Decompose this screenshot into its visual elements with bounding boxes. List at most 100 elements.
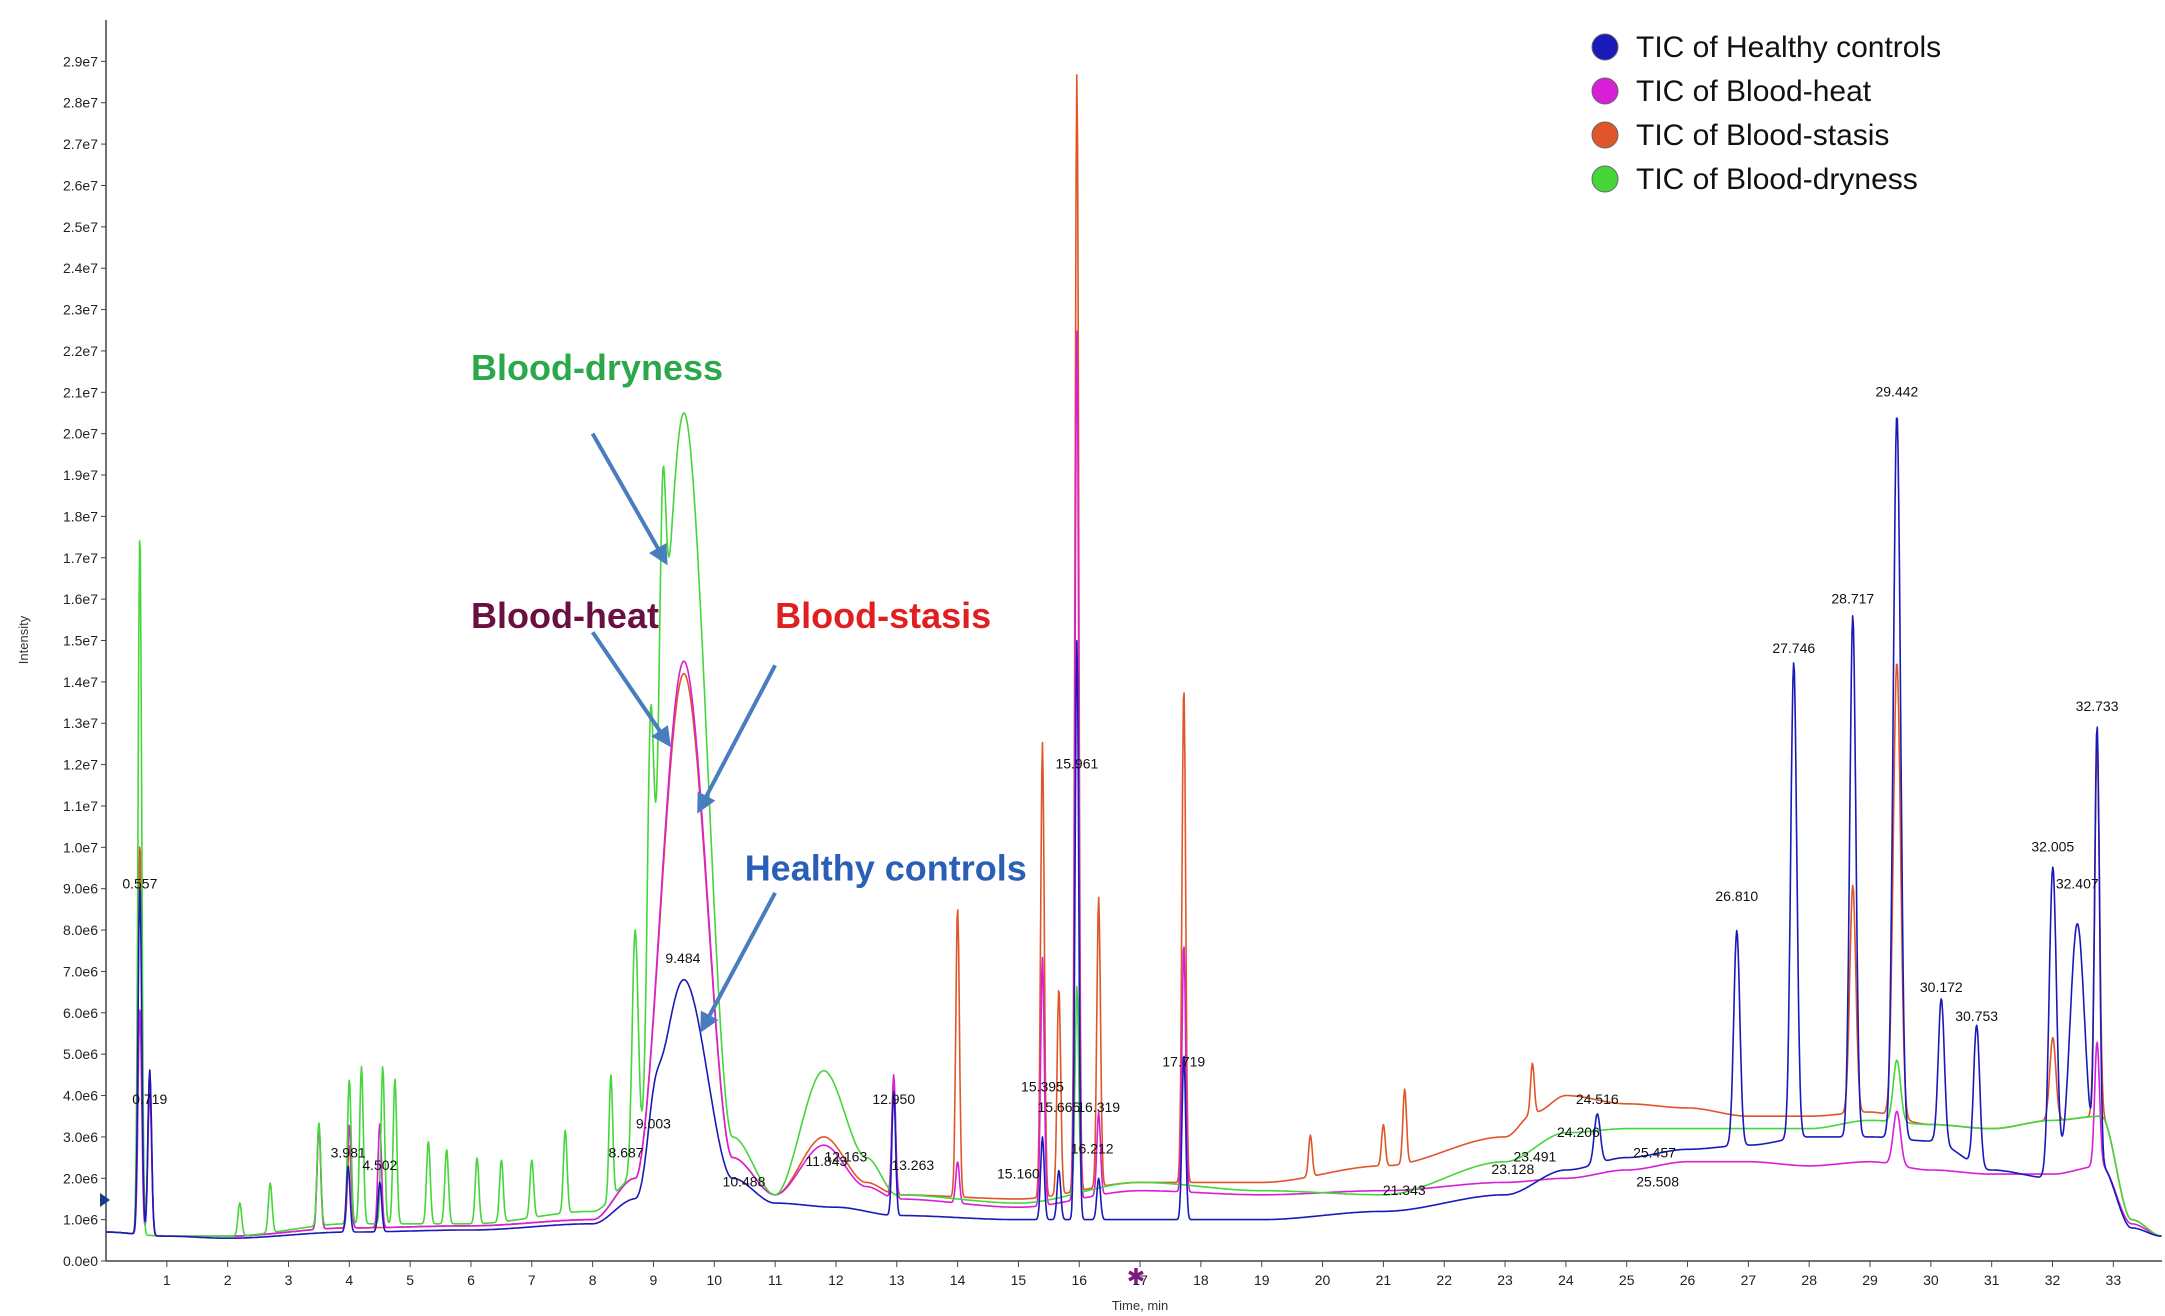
- peak-label: 12.163: [824, 1149, 867, 1165]
- x-tick-label: 25: [1619, 1272, 1635, 1288]
- x-tick-label: 15: [1011, 1272, 1027, 1288]
- y-axis-label: Intensity: [16, 615, 31, 664]
- peak-label: 15.961: [1055, 756, 1098, 772]
- peak-label: 27.746: [1772, 640, 1815, 656]
- peak-label: 16.212: [1071, 1140, 1114, 1156]
- y-tick-label: 0.0e0: [63, 1253, 98, 1269]
- legend-entry: TIC of Healthy controls: [1636, 31, 1941, 64]
- x-tick-label: 28: [1801, 1272, 1817, 1288]
- peak-label: 30.753: [1955, 1008, 1998, 1024]
- y-tick-label: 1.4e7: [63, 674, 98, 690]
- y-tick-label: 1.3e7: [63, 715, 98, 731]
- y-tick-label: 1.0e7: [63, 839, 98, 855]
- x-tick-label: 11: [768, 1272, 783, 1288]
- peak-label: 15.395: [1021, 1078, 1064, 1094]
- y-tick-label: 8.0e6: [63, 922, 98, 938]
- x-tick-label: 5: [406, 1272, 414, 1288]
- x-tick-label: 17: [1132, 1272, 1148, 1288]
- x-tick-label: 7: [528, 1272, 536, 1288]
- series-line-0: [105, 417, 2162, 1239]
- x-tick-label: 16: [1071, 1272, 1087, 1288]
- peak-label: 10.488: [723, 1174, 766, 1190]
- peak-label: 29.442: [1875, 383, 1918, 399]
- y-tick-label: 1.0e6: [63, 1212, 98, 1228]
- peak-label: 24.206: [1557, 1124, 1600, 1140]
- legend-entry: TIC of Blood-heat: [1636, 75, 1872, 108]
- annotation-label: Blood-stasis: [775, 595, 991, 636]
- x-tick-label: 23: [1497, 1272, 1513, 1288]
- series-line-1: [105, 330, 2162, 1237]
- annotation-label: Blood-heat: [471, 595, 659, 636]
- annotation-arrow: [700, 891, 777, 1033]
- axis-markers: ✱: [100, 1193, 1145, 1290]
- peak-label: 8.687: [609, 1145, 644, 1161]
- peak-label: 26.810: [1715, 888, 1758, 904]
- y-tick-label: 2.9e7: [63, 53, 98, 69]
- peak-label: 30.172: [1920, 979, 1963, 995]
- x-tick-label: 6: [467, 1272, 475, 1288]
- y-tick-label: 2.7e7: [63, 136, 98, 152]
- x-tick-label: 21: [1376, 1272, 1392, 1288]
- y-tick-label: 2.0e7: [63, 426, 98, 442]
- legend-entry: TIC of Blood-dryness: [1636, 163, 1918, 196]
- y-tick-label: 2.4e7: [63, 260, 98, 276]
- peak-label: 17.719: [1162, 1054, 1205, 1070]
- legend-marker: [1591, 121, 1619, 149]
- peak-label: 3.981: [331, 1145, 366, 1161]
- x-tick-label: 4: [345, 1272, 353, 1288]
- x-tick-label: 27: [1741, 1272, 1757, 1288]
- x-axis-marker-icon: ✱: [1127, 1265, 1145, 1290]
- x-tick-label: 12: [828, 1272, 844, 1288]
- y-ticks: 0.0e0 1.0e6 2.0e6 3.0e6 4.0e6 5.0e6 6.0e6 7.0e6…: [63, 53, 106, 1269]
- peak-label: 25.508: [1636, 1174, 1679, 1190]
- y-tick-label: 2.8e7: [63, 95, 98, 111]
- legend-marker: [1591, 165, 1619, 193]
- y-tick-label: 7.0e6: [63, 963, 98, 979]
- y-tick-label: 1.9e7: [63, 467, 98, 483]
- x-tick-label: 10: [706, 1272, 722, 1288]
- series-layer: [105, 74, 2162, 1239]
- x-tick-label: 1: [163, 1272, 171, 1288]
- y-tick-label: 1.5e7: [63, 633, 98, 649]
- y-tick-label: 4.0e6: [63, 1088, 98, 1104]
- x-tick-label: 14: [950, 1272, 966, 1288]
- peak-label: 4.502: [362, 1157, 397, 1173]
- x-tick-label: 3: [285, 1272, 293, 1288]
- y-tick-label: 1.7e7: [63, 550, 98, 566]
- annotations: Blood-dryness Blood-heat Blood-stasis Healt…: [471, 347, 1027, 1033]
- x-tick-label: 20: [1315, 1272, 1331, 1288]
- peak-label: 0.719: [132, 1091, 167, 1107]
- x-tick-label: 13: [889, 1272, 905, 1288]
- x-tick-label: 30: [1923, 1272, 1939, 1288]
- peak-label: 23.491: [1514, 1149, 1557, 1165]
- y-tick-label: 2.6e7: [63, 177, 98, 193]
- y-tick-label: 2.5e7: [63, 219, 98, 235]
- peak-label: 15.160: [997, 1165, 1040, 1181]
- annotation-arrow: [697, 664, 777, 814]
- x-tick-label: 22: [1436, 1272, 1452, 1288]
- annotation-label: Blood-dryness: [471, 347, 723, 388]
- peak-label: 13.263: [891, 1157, 934, 1173]
- annotation-arrow: [590, 631, 671, 748]
- y-tick-label: 5.0e6: [63, 1046, 98, 1062]
- peak-label: 24.516: [1576, 1091, 1619, 1107]
- legend-marker: [1591, 77, 1619, 105]
- x-tick-label: 2: [224, 1272, 232, 1288]
- x-tick-label: 19: [1254, 1272, 1270, 1288]
- peak-label: 9.003: [636, 1116, 671, 1132]
- legend: TIC of Healthy controls TIC of Blood-heat…: [1591, 31, 1941, 196]
- x-tick-label: 33: [2106, 1272, 2122, 1288]
- peak-label: 32.005: [2031, 838, 2074, 854]
- peak-label: 21.343: [1383, 1182, 1426, 1198]
- x-tick-label: 26: [1680, 1272, 1696, 1288]
- legend-entry: TIC of Blood-stasis: [1636, 119, 1889, 152]
- peak-label: 9.484: [665, 950, 700, 966]
- peak-label: 11.843: [806, 1153, 848, 1169]
- peak-label: 28.717: [1831, 590, 1874, 606]
- y-tick-label: 1.2e7: [63, 757, 98, 773]
- y-tick-label: 1.1e7: [63, 798, 98, 814]
- x-tick-label: 31: [1984, 1272, 2000, 1288]
- y-tick-label: 9.0e6: [63, 881, 98, 897]
